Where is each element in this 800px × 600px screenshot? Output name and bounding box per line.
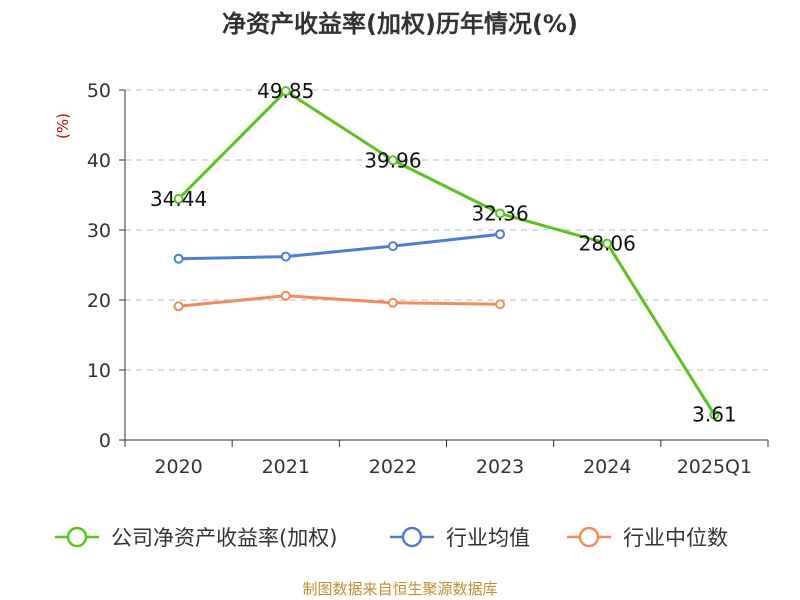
legend-item-2[interactable]: 行业中位数 <box>567 526 728 550</box>
legend-swatch-marker <box>66 526 88 548</box>
chart-title: 净资产收益率(加权)历年情况(%) <box>222 10 578 38</box>
data-label: 28.06 <box>579 232 636 256</box>
y-axis-label: (%) <box>54 113 72 139</box>
data-label: 34.44 <box>150 187 207 211</box>
data-label: 49.85 <box>257 79 314 103</box>
series-lines <box>173 86 720 420</box>
legend-item-0[interactable]: 公司净资产收益率(加权) <box>55 526 337 550</box>
series-point-0 <box>602 238 613 249</box>
series-point-1 <box>280 251 291 262</box>
data-labels: 34.44 49.85 39.96 32.36 28.06 3.61 <box>150 79 737 427</box>
y-tick-label: 0 <box>99 430 111 452</box>
series-point-0 <box>709 409 720 420</box>
y-tick-label: 20 <box>87 290 111 312</box>
series-point-0 <box>173 193 184 204</box>
x-tick-label: 2021 <box>262 456 310 478</box>
data-label: 3.61 <box>692 403 737 427</box>
series-point-2 <box>173 301 184 312</box>
series-point-2 <box>495 299 506 310</box>
series-point-0 <box>280 86 291 97</box>
series-point-2 <box>387 297 398 308</box>
legend-label: 公司净资产收益率(加权) <box>111 526 337 550</box>
x-tick-label: 2024 <box>583 456 631 478</box>
y-tick-label: 10 <box>87 360 111 382</box>
series-line-2 <box>178 294 501 308</box>
series-point-1 <box>387 241 398 252</box>
y-tick-label: 30 <box>87 220 111 242</box>
series-point-0 <box>495 208 506 219</box>
data-label: 32.36 <box>471 201 528 225</box>
series-point-1 <box>495 229 506 240</box>
series-point-1 <box>173 253 184 264</box>
y-tick-label: 40 <box>87 150 111 172</box>
legend-swatch-marker <box>401 526 423 548</box>
series-line-0 <box>177 89 716 416</box>
x-tick-label: 2022 <box>369 456 417 478</box>
y-tick-label: 50 <box>87 80 111 102</box>
legend-label: 行业均值 <box>446 526 530 550</box>
data-label: 39.96 <box>364 148 421 172</box>
series-point-2 <box>280 290 291 301</box>
legend-label: 行业中位数 <box>623 526 728 550</box>
grid-lines <box>125 89 768 371</box>
legend-swatch-marker <box>578 526 600 548</box>
x-tick-label: 2020 <box>154 456 202 478</box>
axes: 0 10 20 30 40 50 2020 2021 2022 2023 2024 2025Q1 <box>87 80 769 478</box>
legend: 公司净资产收益率(加权) 行业均值 行业中位数 <box>55 526 728 550</box>
source-note: 制图数据来自恒生聚源数据库 <box>302 580 497 598</box>
series-point-0 <box>387 155 398 166</box>
x-tick-label: 2023 <box>476 456 524 478</box>
x-tick-label: 2025Q1 <box>677 456 752 478</box>
series-line-1 <box>178 232 501 261</box>
legend-item-1[interactable]: 行业均值 <box>390 526 530 550</box>
